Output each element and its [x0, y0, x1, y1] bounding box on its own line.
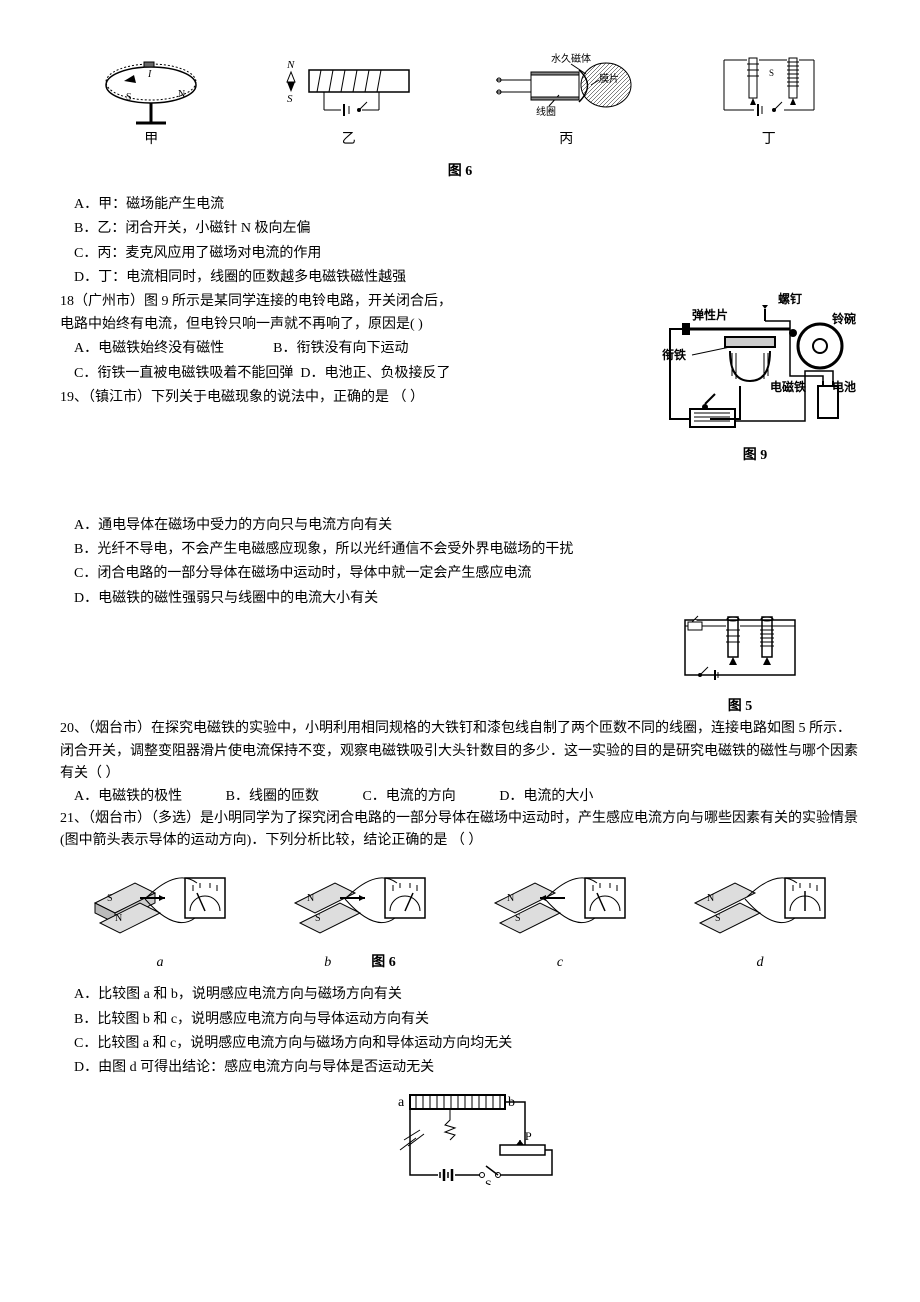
- q20-options: A．电磁铁的极性 B．线圈的匝数 C．电流的方向 D．电流的大小: [60, 786, 860, 808]
- q17-opt-c: C．丙：麦克风应用了磁场对电流的作用: [60, 243, 860, 265]
- svg-text:N: N: [507, 893, 514, 904]
- induction-setup-d-icon: N S: [685, 863, 835, 948]
- q21-opt-d: D．由图 d 可得出结论：感应电流方向与导体是否运动无关: [60, 1057, 860, 1079]
- q19-opt-a: A．通电导体在磁场中受力的方向只与电流方向有关: [60, 515, 860, 537]
- induction-setup-b-icon: N S: [285, 863, 435, 948]
- electromagnet-rheostat-circuit-icon: a b P S: [360, 1090, 560, 1185]
- svg-text:水久磁体: 水久磁体: [551, 52, 591, 65]
- fig6-label-bing: 丙: [559, 129, 573, 151]
- fig6-label-jia: 甲: [144, 129, 158, 151]
- q20-stem: 20、（烟台市）在探究电磁铁的实验中，小明利用相同规格的大铁钉和漆包线自制了两个…: [60, 718, 860, 785]
- q21-label-c: c: [557, 952, 563, 974]
- electromagnet-compare-icon: S: [714, 50, 824, 125]
- electric-bell-diagram-icon: 螺钉 弹性片 铃碗 衔铁 电磁铁 电池: [650, 291, 860, 441]
- q17-opt-b: B．乙：闭合开关，小磁针 N 极向左偏: [60, 218, 860, 240]
- svg-text:N: N: [178, 89, 185, 100]
- svg-text:a: a: [398, 1095, 405, 1110]
- fig9-caption: 图 9: [650, 445, 860, 467]
- fig5-caption: 图 5: [680, 696, 800, 718]
- svg-text:N: N: [707, 893, 714, 904]
- q21-opt-a: A．比较图 a 和 b，说明感应电流方向与磁场方向有关: [60, 984, 860, 1006]
- svg-text:电磁铁: 电磁铁: [770, 379, 806, 394]
- induction-setup-a-icon: S N: [85, 863, 235, 948]
- svg-text:I: I: [147, 69, 152, 80]
- q18-opt-a: A．电磁铁始终没有磁性: [74, 341, 224, 356]
- svg-text:P: P: [525, 1129, 532, 1143]
- q21-label-b: b: [324, 955, 331, 970]
- svg-text:N: N: [115, 913, 122, 924]
- fig5-wrap: 图 5: [680, 612, 800, 718]
- microphone-diagram-icon: 水久磁体 膜片 线圈: [491, 50, 641, 125]
- q21-label-a: a: [157, 952, 164, 974]
- q18-block: 螺钉 弹性片 铃碗 衔铁 电磁铁 电池: [60, 291, 860, 409]
- q18-opt-c: C．衔铁一直被电磁铁吸着不能回弹: [74, 366, 293, 381]
- q20-opt-a: A．电磁铁的极性: [74, 786, 182, 808]
- fig6-sub-jia: S N I 甲: [96, 55, 206, 151]
- induction-setup-c-icon: N S: [485, 863, 635, 948]
- svg-text:S: S: [126, 92, 132, 103]
- svg-text:S: S: [107, 893, 113, 904]
- solenoid-diagram-icon: N S: [279, 50, 419, 125]
- fig6-caption: 图 6: [60, 161, 860, 183]
- q19-opt-c: C．闭合电路的一部分导体在磁场中运动时，导体中就一定会产生感应电流: [60, 563, 860, 585]
- q21-mid-caption: 图 6: [371, 955, 396, 970]
- svg-text:N: N: [307, 893, 314, 904]
- q21-fig-a: S N a: [85, 863, 235, 974]
- bottom-figure: a b P S: [60, 1090, 860, 1185]
- svg-text:衔铁: 衔铁: [662, 347, 686, 362]
- figure-6-row: S N I 甲 N S 乙: [60, 50, 860, 151]
- fig6-sub-bing: 水久磁体 膜片 线圈 丙: [491, 50, 641, 151]
- compass-diagram-icon: S N I: [96, 55, 206, 125]
- q17-opt-d: D．丁：电流相同时，线圈的匝数越多电磁铁磁性越强: [60, 267, 860, 289]
- fig6-sub-yi: N S 乙: [279, 50, 419, 151]
- q21-figures: S N a N S b 图 6: [60, 863, 860, 974]
- svg-text:线圈: 线圈: [536, 105, 556, 118]
- svg-text:N: N: [286, 59, 295, 71]
- svg-text:螺钉: 螺钉: [778, 291, 802, 306]
- q20-opt-d: D．电流的大小: [499, 786, 593, 808]
- q21-label-d: d: [757, 952, 764, 974]
- q21-opt-b: B．比较图 b 和 c，说明感应电流方向与导体运动方向有关: [60, 1009, 860, 1031]
- svg-text:S: S: [485, 1177, 492, 1185]
- q21-fig-c: N S c: [485, 863, 635, 974]
- fig9-wrap: 螺钉 弹性片 铃碗 衔铁 电磁铁 电池: [650, 291, 860, 467]
- two-electromagnet-circuit-icon: [680, 612, 800, 692]
- fig6-label-yi: 乙: [342, 129, 356, 151]
- q18-opt-b: B．衔铁没有向下运动: [273, 341, 408, 356]
- q20-opt-c: C．电流的方向: [362, 786, 455, 808]
- svg-text:S: S: [287, 93, 293, 105]
- q20-opt-b: B．线圈的匝数: [226, 786, 319, 808]
- q17-opt-a: A．甲：磁场能产生电流: [60, 194, 860, 216]
- q18-opt-d: D．电池正、负极接反了: [300, 366, 450, 381]
- svg-text:S: S: [515, 913, 521, 924]
- svg-text:弹性片: 弹性片: [692, 307, 728, 322]
- q21-fig-b: N S b 图 6: [285, 863, 435, 974]
- svg-text:S: S: [715, 913, 721, 924]
- svg-text:S: S: [315, 913, 321, 924]
- svg-text:S: S: [769, 68, 774, 78]
- q19-opt-d: D．电磁铁的磁性强弱只与线圈中的电流大小有关: [60, 588, 860, 610]
- q21-stem: 21、（烟台市）（多选）是小明同学为了探究闭合电路的一部分导体在磁场中运动时，产…: [60, 808, 860, 853]
- fig6-label-ding: 丁: [762, 129, 776, 151]
- svg-text:铃碗: 铃碗: [832, 311, 856, 326]
- q19-opt-b: B．光纤不导电，不会产生电磁感应现象，所以光纤通信不会受外界电磁场的干扰: [60, 539, 860, 561]
- fig6-sub-ding: S 丁: [714, 50, 824, 151]
- q21-fig-d: N S d: [685, 863, 835, 974]
- q21-opt-c: C．比较图 a 和 c，说明感应电流方向与磁场方向和导体运动方向均无关: [60, 1033, 860, 1055]
